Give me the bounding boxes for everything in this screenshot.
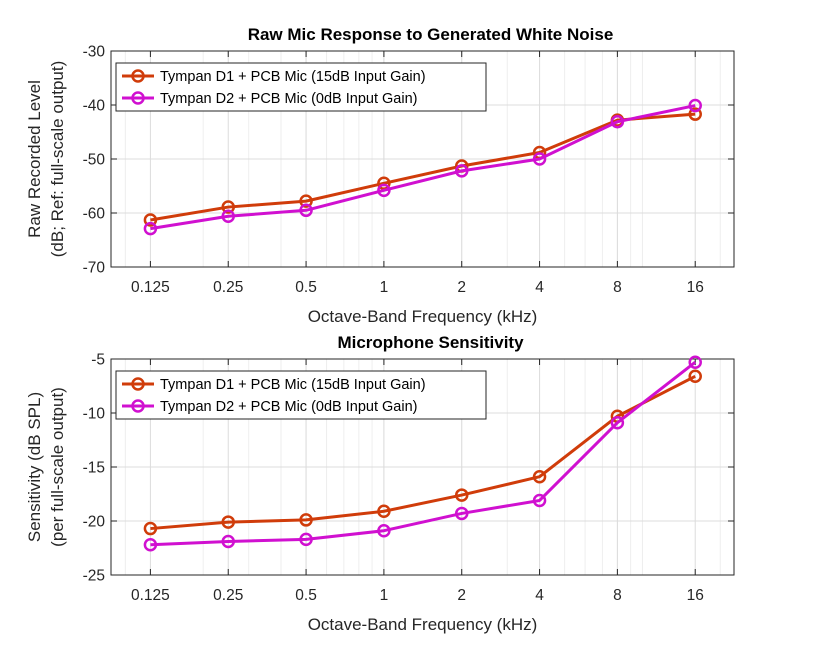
x-tick-label: 1 xyxy=(380,279,389,296)
legend-entry: Tympan D2 + PCB Mic (0dB Input Gain) xyxy=(122,91,417,107)
legend: Tympan D1 + PCB Mic (15dB Input Gain) Tym… xyxy=(115,370,487,420)
y-tick-label: -20 xyxy=(83,514,106,531)
y-ticks: -25 -20 -15 -10 -5 xyxy=(83,352,734,585)
data-point xyxy=(221,534,235,549)
data-point xyxy=(377,504,391,519)
series-2 xyxy=(143,98,702,236)
x-tick-label: 2 xyxy=(457,279,466,296)
data-point xyxy=(377,523,391,538)
x-tick-label: 4 xyxy=(535,587,544,604)
chart-title: Microphone Sensitivity xyxy=(337,333,524,352)
legend-entry: Tympan D2 + PCB Mic (0dB Input Gain) xyxy=(122,399,417,415)
y-tick-label: -40 xyxy=(83,98,106,115)
data-point xyxy=(688,98,702,113)
x-tick-label: 2 xyxy=(457,587,466,604)
legend-label: Tympan D1 + PCB Mic (15dB Input Gain) xyxy=(160,69,426,85)
data-point xyxy=(688,369,702,384)
data-point xyxy=(299,194,313,208)
legend-label: Tympan D2 + PCB Mic (0dB Input Gain) xyxy=(160,399,417,415)
y-axis-label: (dB; Ref: full-scale output) xyxy=(48,61,67,258)
legend-label: Tympan D2 + PCB Mic (0dB Input Gain) xyxy=(160,91,417,107)
series-line xyxy=(150,112,696,222)
x-tick-label: 4 xyxy=(535,279,544,296)
data-point xyxy=(688,107,702,121)
y-axis-label: Raw Recorded Level xyxy=(25,80,44,238)
x-tick-label: 0.125 xyxy=(131,587,170,604)
x-ticks: 0.125 0.25 0.5 1 2 4 8 16 xyxy=(131,51,704,296)
y-tick-label: -50 xyxy=(83,152,106,169)
legend-swatch-marker xyxy=(131,69,145,83)
data-point xyxy=(221,515,235,529)
x-tick-label: 16 xyxy=(687,279,704,296)
series-line xyxy=(150,104,696,231)
data-point xyxy=(299,513,313,527)
x-axis-label: Octave-Band Frequency (kHz) xyxy=(308,307,538,326)
x-tick-label: 16 xyxy=(687,587,704,604)
chart-title: Raw Mic Response to Generated White Nois… xyxy=(248,25,614,44)
x-tick-label: 8 xyxy=(613,587,622,604)
data-point xyxy=(454,506,469,521)
data-point xyxy=(454,164,469,178)
data-point xyxy=(143,213,158,227)
data-point xyxy=(221,209,235,223)
y-tick-label: -60 xyxy=(83,206,106,223)
data-point xyxy=(221,200,235,214)
y-tick-label: -70 xyxy=(83,260,106,277)
y-ticks: -70 -60 -50 -40 -30 xyxy=(83,44,734,277)
data-point xyxy=(143,221,158,236)
legend-label: Tympan D1 + PCB Mic (15dB Input Gain) xyxy=(160,377,426,393)
data-point xyxy=(532,469,547,484)
x-tick-label: 0.5 xyxy=(295,279,317,296)
x-tick-label: 1 xyxy=(380,587,389,604)
data-point xyxy=(143,521,158,536)
data-point xyxy=(610,114,625,129)
x-tick-label: 0.25 xyxy=(213,279,243,296)
legend: Tympan D1 + PCB Mic (15dB Input Gain) Tym… xyxy=(115,62,487,112)
data-point xyxy=(532,152,547,166)
data-point xyxy=(454,488,469,502)
data-point xyxy=(377,183,391,198)
y-tick-label: -10 xyxy=(83,406,106,423)
x-tick-label: 8 xyxy=(613,279,622,296)
x-tick-label: 0.5 xyxy=(295,587,317,604)
x-tick-label: 0.125 xyxy=(131,279,170,296)
x-axis-label: Octave-Band Frequency (kHz) xyxy=(308,615,538,634)
y-tick-label: -30 xyxy=(83,44,106,61)
legend-swatch-marker xyxy=(131,91,145,105)
series-1 xyxy=(143,369,702,536)
series-line xyxy=(150,374,696,531)
data-point xyxy=(688,355,702,369)
data-point xyxy=(532,493,547,508)
chart-raw-mic-response: 0.125 0.25 0.5 1 2 4 8 16 -70 -60 -50 -40 -30 Raw Mic… xyxy=(25,25,735,326)
y-axis-label: (per full-scale output) xyxy=(48,387,67,547)
legend-box xyxy=(115,62,487,112)
legend-swatch-marker xyxy=(131,399,145,413)
y-tick-label: -5 xyxy=(91,352,105,369)
x-tick-label: 0.25 xyxy=(213,587,243,604)
data-point xyxy=(143,538,158,552)
data-point xyxy=(610,415,625,430)
series-line xyxy=(150,361,697,547)
y-axis-label: Sensitivity (dB SPL) xyxy=(25,392,44,542)
data-point xyxy=(299,532,313,547)
legend-entry: Tympan D1 + PCB Mic (15dB Input Gain) xyxy=(122,69,426,85)
chart-microphone-sensitivity: 0.125 0.25 0.5 1 2 4 8 16 -25 -20 -15 -10 -5 Micropho… xyxy=(25,333,735,634)
y-tick-label: -15 xyxy=(83,460,105,477)
x-ticks: 0.125 0.25 0.5 1 2 4 8 16 xyxy=(131,359,704,604)
data-point xyxy=(299,203,313,218)
legend-entry: Tympan D1 + PCB Mic (15dB Input Gain) xyxy=(122,377,426,393)
series-2 xyxy=(143,355,702,552)
legend-box xyxy=(115,370,487,420)
legend-swatch-marker xyxy=(131,377,145,391)
y-tick-label: -25 xyxy=(83,568,105,585)
